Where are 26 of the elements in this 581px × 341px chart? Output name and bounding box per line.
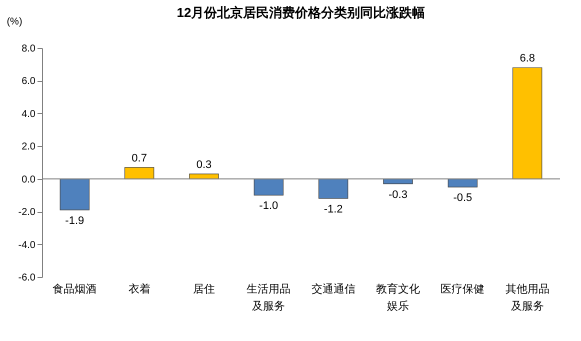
x-tick-label: 衣着 xyxy=(128,282,150,296)
x-tick-label: 教育文化娱乐 xyxy=(376,282,420,312)
y-axis-title: (%) xyxy=(6,16,22,28)
y-tick-label: 2.0 xyxy=(22,142,36,153)
y-tick-label: -4.0 xyxy=(18,240,36,251)
x-tick-label: 交通通信 xyxy=(311,282,356,296)
data-label: -1.2 xyxy=(324,203,343,216)
x-tick-label: 医疗保健 xyxy=(440,282,485,296)
data-label: 0.7 xyxy=(132,152,147,164)
data-label: -1.0 xyxy=(259,200,278,212)
y-tick-label: -6.0 xyxy=(18,272,36,284)
x-tick-label: 生活用品及服务 xyxy=(246,282,291,312)
y-tick-label: 0.0 xyxy=(22,174,36,186)
data-label: -0.3 xyxy=(388,188,408,201)
y-tick-label: -2.0 xyxy=(18,207,36,218)
data-label: -1.9 xyxy=(65,214,84,227)
data-label: 0.3 xyxy=(196,158,212,171)
data-label: -0.5 xyxy=(453,192,472,204)
x-tick-label: 居住 xyxy=(192,284,215,296)
y-tick-label: 6.0 xyxy=(22,76,36,88)
x-tick-label: 食品烟酒 xyxy=(52,282,97,296)
y-tick-label: 4.0 xyxy=(22,108,36,120)
data-label: 6.8 xyxy=(520,52,535,65)
y-tick-label: 8.0 xyxy=(22,44,36,54)
chart-title: 12月份北京居民消费价格分类别同比涨跌幅 xyxy=(176,5,426,20)
x-tick-label: 其他用品及服务 xyxy=(505,282,550,312)
